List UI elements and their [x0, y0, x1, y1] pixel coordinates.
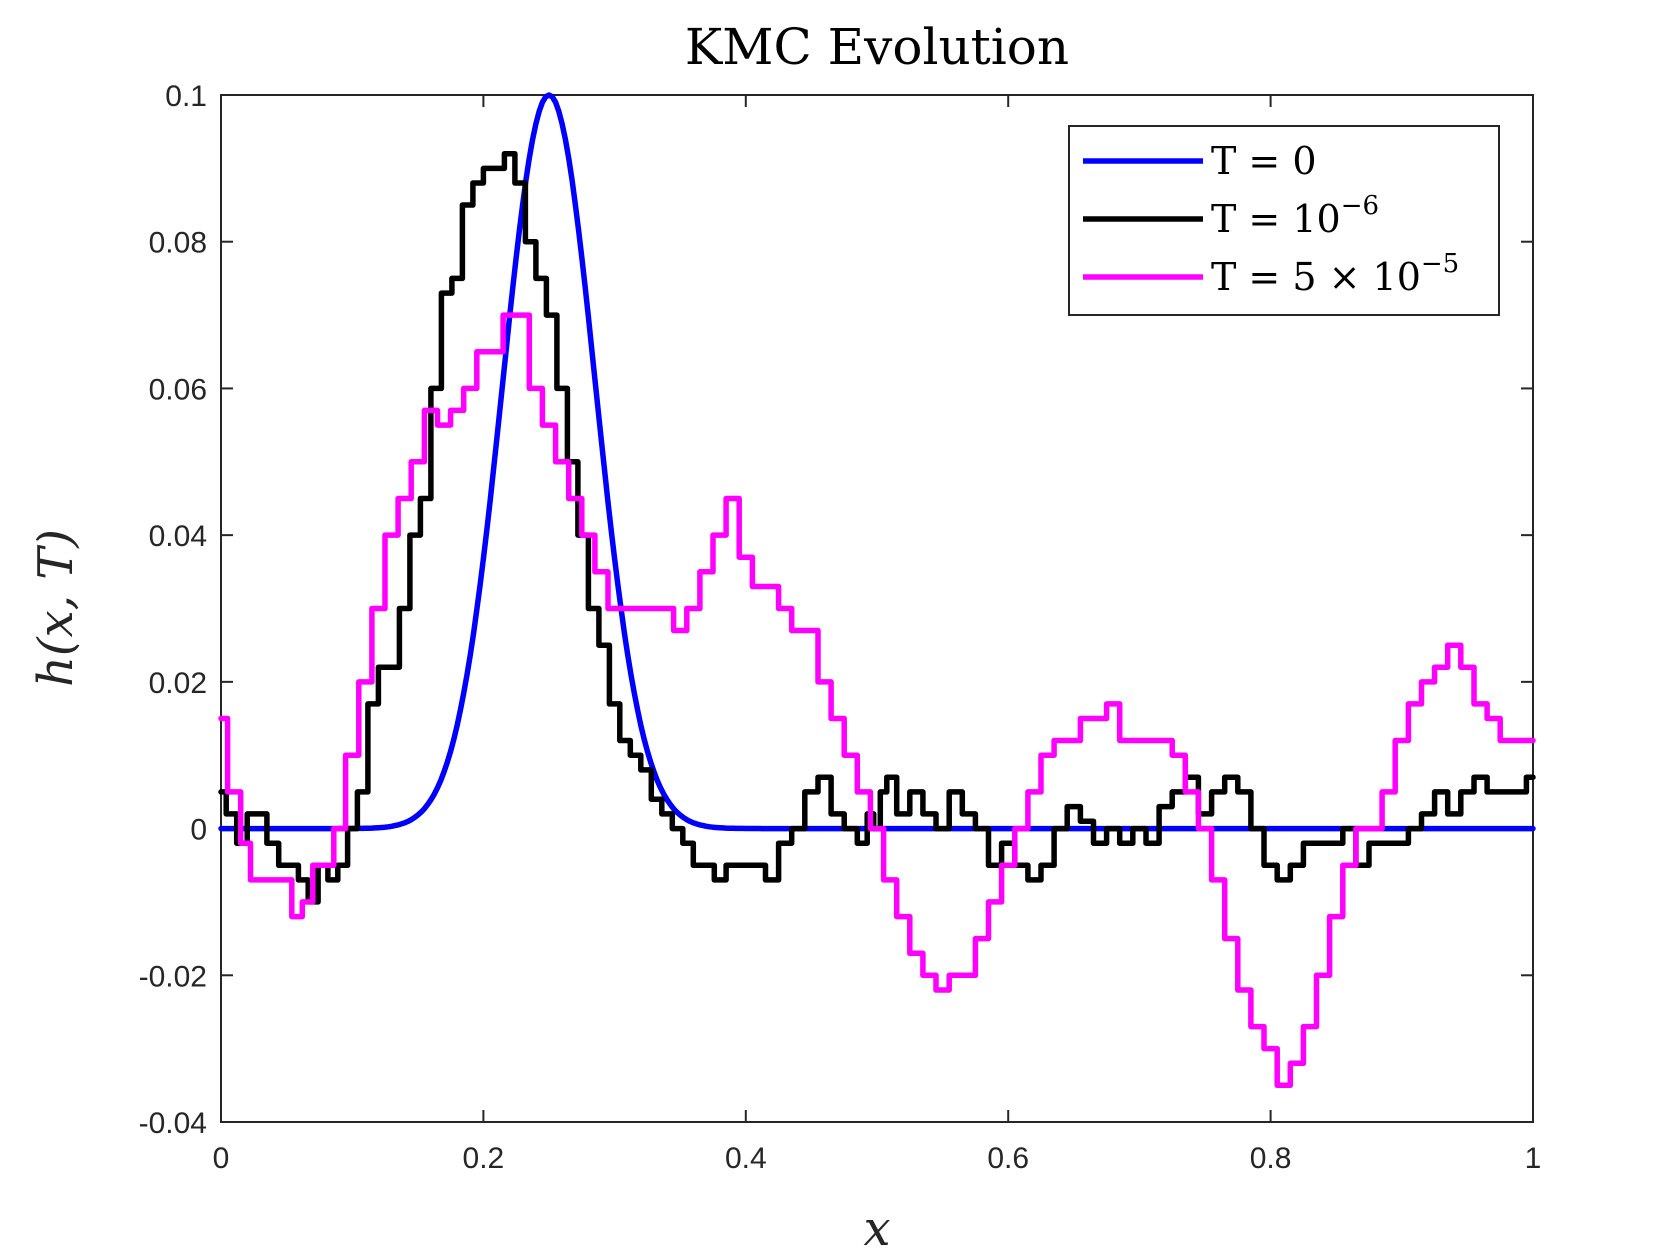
y-axis-label: h(x, T): [28, 529, 84, 687]
x-tick-label: 0.8: [1250, 1142, 1292, 1175]
legend-label-main: T = 10: [1211, 197, 1341, 241]
x-tick-label: 0.4: [725, 1142, 767, 1175]
y-tick-label: 0.1: [165, 80, 207, 113]
x-axis: 0 0.2 0.4 0.6 0.8 1: [213, 95, 1542, 1175]
series-line-1: [218, 150, 1536, 905]
x-tick-label: 0: [213, 1142, 230, 1175]
legend-label-exponent: −6: [1341, 191, 1379, 221]
plot-frame: [220, 94, 1534, 1123]
legend-label-main: T = 5 × 10: [1211, 255, 1421, 299]
x-tick-label: 1: [1525, 1142, 1542, 1175]
legend-label-1: T = 10−6: [1211, 191, 1379, 241]
x-tick-label: 0.2: [463, 1142, 505, 1175]
y-axis: -0.04 -0.02 0 0.02 0.04 0.06 0.08 0.1: [139, 80, 1533, 1140]
x-axis-label: x: [863, 1201, 890, 1257]
legend-label-0: T = 0: [1211, 139, 1317, 183]
y-tick-label: -0.02: [139, 960, 207, 993]
legend: T = 0 T = 10−6 T = 5 × 10−5: [1068, 125, 1500, 316]
y-tick-label: 0.08: [149, 227, 207, 260]
y-tick-label: 0.04: [149, 520, 207, 553]
plot-area: [220, 94, 1534, 1123]
chart-title: KMC Evolution: [685, 18, 1069, 76]
legend-label-main: T = 0: [1211, 139, 1317, 183]
y-tick-label: 0: [190, 814, 207, 847]
y-tick-label: 0.06: [149, 373, 207, 406]
x-tick-label: 0.6: [987, 1142, 1029, 1175]
series-line-2: [218, 312, 1536, 1089]
legend-label-exponent: −5: [1421, 249, 1459, 279]
y-tick-label: -0.04: [139, 1107, 207, 1140]
legend-label-2: T = 5 × 10−5: [1211, 249, 1459, 299]
y-tick-label: 0.02: [149, 667, 207, 700]
series-layer: [218, 92, 1536, 1089]
